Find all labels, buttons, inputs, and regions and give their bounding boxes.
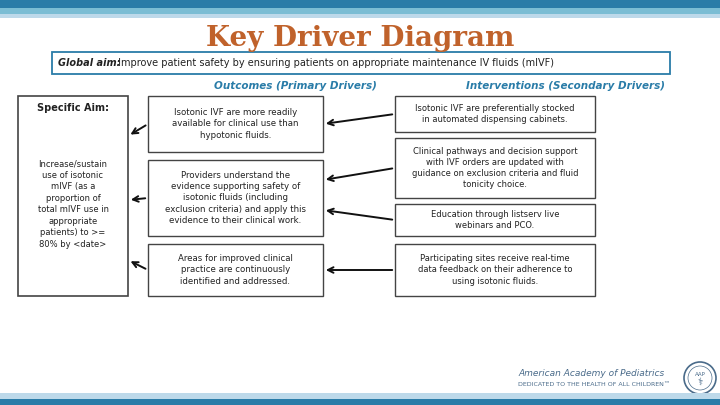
FancyBboxPatch shape <box>0 393 720 399</box>
FancyBboxPatch shape <box>18 96 128 296</box>
FancyBboxPatch shape <box>148 160 323 236</box>
Text: Specific Aim:: Specific Aim: <box>37 103 109 113</box>
Text: Outcomes (Primary Drivers): Outcomes (Primary Drivers) <box>214 81 377 91</box>
Text: Key Driver Diagram: Key Driver Diagram <box>206 24 514 51</box>
Text: Interventions (Secondary Drivers): Interventions (Secondary Drivers) <box>466 81 665 91</box>
Text: Participating sites receive real-time
data feedback on their adherence to
using : Participating sites receive real-time da… <box>418 254 572 286</box>
Text: Global aim:: Global aim: <box>58 58 120 68</box>
Text: ⚕: ⚕ <box>698 377 703 387</box>
FancyBboxPatch shape <box>395 204 595 236</box>
Text: Areas for improved clinical
practice are continuously
identified and addressed.: Areas for improved clinical practice are… <box>178 254 293 286</box>
Text: Clinical pathways and decision support
with IVF orders are updated with
guidance: Clinical pathways and decision support w… <box>412 147 578 189</box>
FancyBboxPatch shape <box>0 0 720 8</box>
Text: DEDICATED TO THE HEALTH OF ALL CHILDREN™: DEDICATED TO THE HEALTH OF ALL CHILDREN™ <box>518 382 670 386</box>
Text: AAP: AAP <box>695 373 706 377</box>
Text: American Academy of Pediatrics: American Academy of Pediatrics <box>518 369 665 379</box>
Text: Education through listserv live
webinars and PCO.: Education through listserv live webinars… <box>431 210 559 230</box>
FancyBboxPatch shape <box>148 244 323 296</box>
FancyBboxPatch shape <box>0 14 720 18</box>
FancyBboxPatch shape <box>0 399 720 405</box>
Text: Providers understand the
evidence supporting safety of
isotonic fluids (includin: Providers understand the evidence suppor… <box>165 171 306 226</box>
FancyBboxPatch shape <box>395 96 595 132</box>
Text: Increase/sustain
use of isotonic
mIVF (as a
proportion of
total mIVF use in
appr: Increase/sustain use of isotonic mIVF (a… <box>37 160 109 249</box>
Text: Improve patient safety by ensuring patients on appropriate maintenance IV fluids: Improve patient safety by ensuring patie… <box>115 58 554 68</box>
Text: Isotonic IVF are preferentially stocked
in automated dispensing cabinets.: Isotonic IVF are preferentially stocked … <box>415 104 575 124</box>
FancyBboxPatch shape <box>148 96 323 152</box>
FancyBboxPatch shape <box>395 244 595 296</box>
FancyBboxPatch shape <box>0 8 720 14</box>
FancyBboxPatch shape <box>395 138 595 198</box>
Text: Isotonic IVF are more readily
available for clinical use than
hypotonic fluids.: Isotonic IVF are more readily available … <box>172 108 299 140</box>
FancyBboxPatch shape <box>52 52 670 74</box>
